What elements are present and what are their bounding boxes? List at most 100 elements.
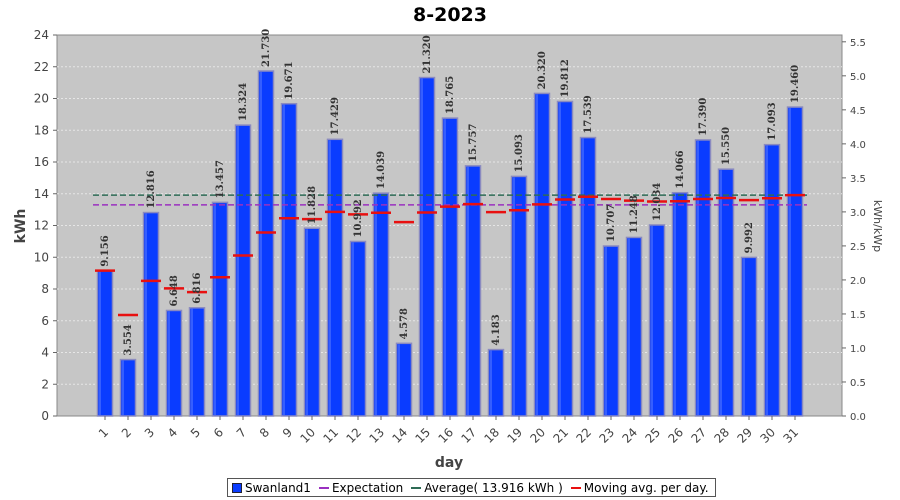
data-label: 19.671	[284, 61, 295, 99]
bar-highlight	[743, 258, 745, 415]
y-right-tick-label: 5.0	[850, 72, 866, 83]
x-tick-label: 7	[234, 425, 249, 440]
x-tick-label: 4	[165, 425, 180, 440]
y-tick-label: 2	[41, 377, 49, 391]
x-tick-label: 3	[142, 425, 157, 440]
x-tick-label: 9	[280, 425, 295, 440]
x-tick-label: 5	[188, 425, 203, 440]
bar-highlight	[191, 308, 193, 415]
x-tick-label: 2	[119, 425, 134, 440]
x-tick-label: 16	[435, 425, 456, 446]
legend-swatch	[411, 486, 422, 489]
y-right-tick-label: 1.0	[850, 344, 866, 355]
bar-highlight	[536, 94, 538, 416]
data-label: 9.992	[744, 222, 755, 253]
bar-highlight	[237, 126, 239, 415]
x-tick-label: 12	[343, 425, 364, 446]
chart-title: 8-2023	[413, 4, 487, 26]
data-label: 15.757	[468, 124, 479, 162]
bar-highlight	[145, 213, 147, 415]
data-label: 20.320	[537, 51, 548, 89]
x-tick-label: 30	[757, 425, 778, 446]
legend: Swanland1 Expectation Average( 13.916 kW…	[227, 478, 716, 497]
data-label: 17.429	[330, 97, 341, 135]
data-label: 6.816	[192, 272, 203, 303]
y-right-tick-label: 0.0	[850, 412, 866, 423]
y-right-tick-label: 2.5	[850, 242, 866, 253]
bar-highlight	[375, 194, 377, 415]
legend-item: Moving avg. per day.	[570, 480, 709, 495]
bar-highlight	[766, 145, 768, 415]
bar-highlight	[122, 360, 124, 415]
x-tick-label: 25	[642, 425, 663, 446]
bar-highlight	[329, 140, 331, 415]
legend-label: Moving avg. per day.	[583, 480, 709, 495]
bar-highlight	[168, 311, 170, 415]
y-tick-label: 4	[41, 346, 49, 360]
data-label: 10.707	[606, 204, 617, 242]
bar-highlight	[582, 138, 584, 416]
x-tick-label: 17	[458, 425, 479, 446]
x-tick-label: 14	[389, 425, 410, 446]
y-right-tick-label: 4.0	[850, 140, 866, 151]
y-right-tick-label: 0.5	[850, 378, 866, 389]
data-label: 15.093	[514, 134, 525, 172]
data-label: 4.183	[491, 314, 502, 345]
bar-highlight	[697, 140, 699, 415]
y-tick-label: 10	[34, 250, 49, 264]
moving-average	[95, 193, 805, 317]
x-tick-label: 22	[573, 425, 594, 446]
data-label: 11.248	[629, 195, 640, 233]
y-right-tick-label: 4.5	[850, 106, 866, 117]
bar-highlight	[789, 108, 791, 415]
data-label: 17.390	[698, 98, 709, 136]
x-tick-label: 23	[596, 425, 617, 446]
data-label: 14.066	[675, 150, 686, 188]
bar-highlight	[490, 350, 492, 415]
data-label: 18.765	[445, 76, 456, 114]
bar-highlight	[444, 119, 446, 415]
y-right-tick-label: 3.0	[850, 208, 866, 219]
y-tick-label: 20	[34, 92, 49, 106]
y-right-tick-label: 3.5	[850, 174, 866, 185]
x-axis-title: day	[435, 455, 463, 471]
legend-label: Swanland1	[245, 480, 311, 495]
data-label: 12.816	[146, 170, 157, 208]
bar-highlight	[651, 225, 653, 415]
bar-highlight	[421, 78, 423, 416]
bar-highlight	[306, 229, 308, 415]
bar-highlight	[352, 242, 354, 415]
legend-item: Expectation	[318, 481, 403, 495]
y-tick-label: 6	[41, 314, 49, 328]
y-tick-label: 12	[34, 219, 49, 233]
legend-swatch	[232, 482, 242, 493]
x-tick-label: 10	[297, 425, 318, 446]
x-tick-label: 26	[665, 425, 686, 446]
y-right-tick-label: 2.0	[850, 276, 866, 287]
x-tick-label: 21	[550, 425, 571, 446]
y-tick-label: 8	[41, 282, 49, 296]
y-tick-label: 24	[34, 28, 49, 42]
data-label: 9.156	[100, 235, 111, 266]
data-label: 11.828	[307, 186, 318, 224]
data-label: 21.730	[261, 29, 272, 67]
data-labels: 9.156 3.554 12.816 6.648 6.816 13.457 18.324 21…	[100, 29, 801, 356]
y-tick-label: 16	[34, 155, 49, 169]
x-axis: 1 2 3 4 5 6 7 8 9 10 11 12 13 14 15 16 17 18 19 20 21 22 23 24 2…	[96, 416, 801, 446]
data-label: 6.648	[169, 275, 180, 306]
x-tick-label: 15	[412, 425, 433, 446]
legend-label: Average( 13.916 kWh )	[424, 480, 563, 495]
bar-highlight	[674, 193, 676, 415]
bar-highlight	[260, 72, 262, 415]
x-tick-label: 20	[527, 425, 548, 446]
legend-item: Average( 13.916 kWh )	[411, 481, 563, 495]
bar-highlight	[605, 247, 607, 415]
x-tick-label: 1	[96, 425, 111, 440]
y-tick-label: 0	[41, 409, 49, 423]
legend-swatch	[570, 486, 581, 489]
data-label: 12.034	[652, 183, 663, 221]
y-tick-label: 22	[34, 60, 49, 74]
data-label: 17.093	[767, 102, 778, 140]
